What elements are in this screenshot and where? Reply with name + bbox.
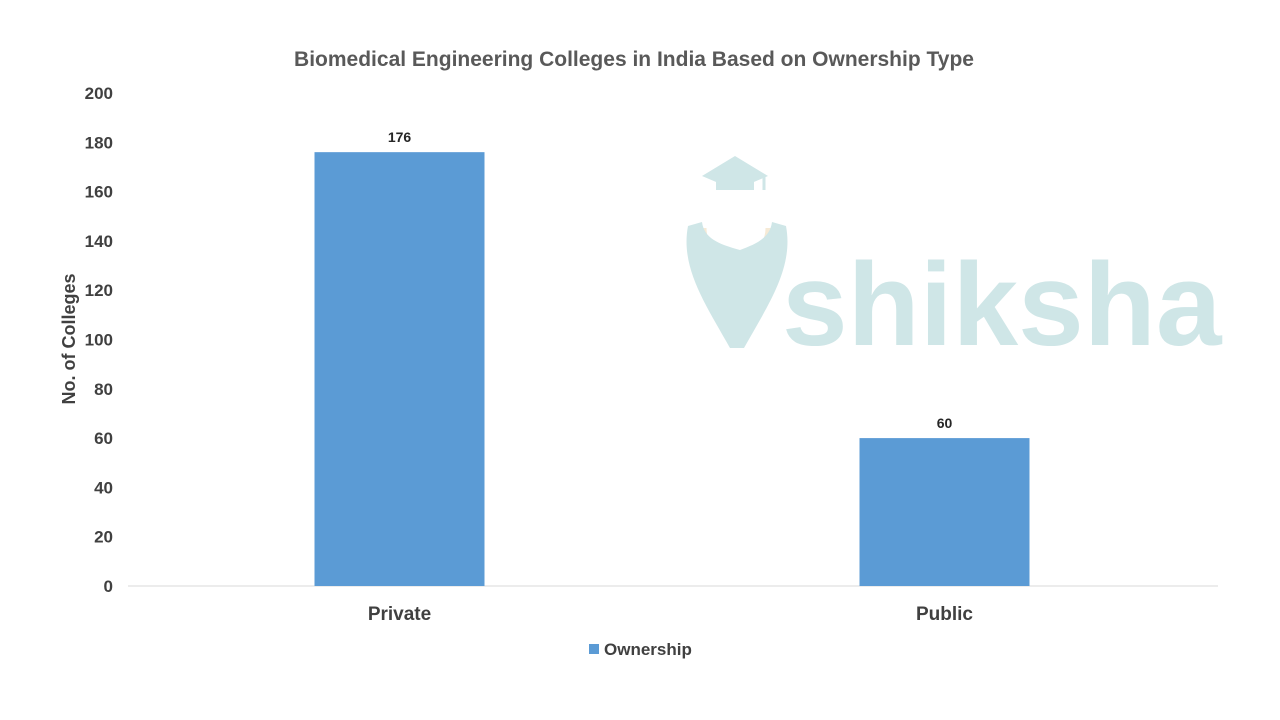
bar-private	[314, 152, 485, 586]
x-axis: Private Public	[368, 604, 974, 625]
y-tick-label: 180	[85, 133, 113, 152]
bar-public	[859, 438, 1030, 586]
y-tick-label: 100	[85, 331, 113, 350]
y-tick-label: 160	[85, 183, 113, 202]
watermark-logo-icon	[686, 156, 788, 348]
y-tick-label: 0	[104, 577, 113, 596]
y-axis: 0 20 40 60 80 100 120 140 160 180 200	[85, 84, 113, 596]
y-tick-label: 60	[94, 429, 113, 448]
y-tick-label: 20	[94, 528, 113, 547]
legend-label: Ownership	[604, 640, 692, 659]
y-tick-label: 120	[85, 281, 113, 300]
legend: Ownership	[589, 640, 692, 659]
x-tick-label: Public	[916, 604, 973, 625]
y-tick-label: 80	[94, 380, 113, 399]
y-tick-label: 140	[85, 232, 113, 251]
chart-title: Biomedical Engineering Colleges in India…	[294, 48, 974, 71]
y-tick-label: 200	[85, 84, 113, 103]
data-label: 176	[388, 129, 412, 145]
bars: 176 60	[314, 129, 1030, 586]
y-tick-label: 40	[94, 478, 113, 497]
data-label: 60	[937, 415, 953, 431]
watermark-text: shiksha	[782, 239, 1223, 371]
x-tick-label: Private	[368, 604, 431, 625]
y-axis-label: No. of Colleges	[59, 273, 79, 404]
watermark: shiksha	[686, 156, 1223, 371]
legend-swatch	[589, 644, 599, 654]
